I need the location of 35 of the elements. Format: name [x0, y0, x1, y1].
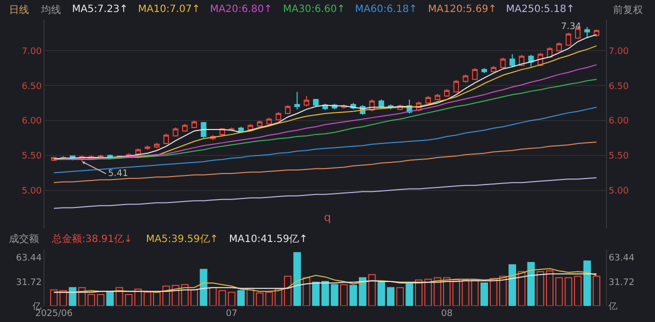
text: MA20:6.80↑ — [210, 4, 272, 15]
y2-tick-label: 6.50 — [608, 82, 629, 92]
text: MA10:41.59亿↑ — [229, 234, 308, 245]
text: MA120:5.69↑ — [428, 4, 497, 15]
y-tick-label: 6.00 — [22, 116, 42, 127]
annotation: q — [324, 211, 331, 224]
y-tick-label: 31.72 — [16, 278, 42, 288]
annotation: 7.34 — [561, 22, 582, 32]
y-tick-label: 5.00 — [22, 186, 42, 196]
y-tick-label: 63.44 — [16, 254, 42, 264]
text: MA5:7.23↑ — [72, 4, 128, 15]
x-tick-label: 08 — [441, 308, 453, 319]
y2-tick-label: 31.72 — [608, 278, 634, 288]
text: 成交额 — [9, 233, 39, 245]
y2-tick-label: 亿 — [608, 301, 618, 312]
text: 总金额:38.91亿↓ — [51, 233, 132, 245]
text: 日线 — [9, 4, 29, 16]
text: 前复权 — [613, 4, 643, 16]
y2-tick-label: 63.44 — [608, 254, 635, 264]
text: MA5:39.59亿↑ — [146, 234, 218, 245]
text: MA250:5.18↑ — [506, 4, 575, 15]
text: MA60:6.18↑ — [355, 4, 418, 15]
x-tick-label: 2025/06 — [35, 308, 73, 319]
x-tick-label: 07 — [226, 308, 238, 319]
text: MA10:7.07↑ — [138, 4, 200, 15]
annotation: 5.41 — [108, 169, 128, 179]
y2-tick-label: 7.00 — [608, 46, 629, 57]
y2-tick-label: 6.00 — [608, 116, 629, 127]
y-tick-label: 6.50 — [22, 82, 42, 92]
y-tick-label: 5.50 — [22, 152, 42, 162]
y2-tick-label: 5.00 — [608, 186, 629, 196]
text: 均线 — [40, 4, 61, 16]
y-tick-label: 7.00 — [22, 46, 42, 57]
y2-tick-label: 5.50 — [608, 152, 629, 162]
text: MA30:6.60↑ — [283, 4, 346, 15]
